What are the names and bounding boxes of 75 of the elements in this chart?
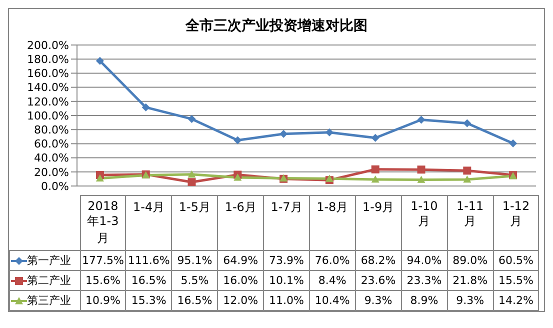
point bbox=[417, 166, 426, 174]
data-label: 73.9% bbox=[264, 250, 310, 270]
point bbox=[371, 165, 380, 174]
point bbox=[188, 170, 196, 178]
data-label: 16.0% bbox=[218, 270, 264, 290]
point bbox=[234, 136, 242, 144]
data-label: 64.9% bbox=[218, 250, 264, 270]
data-label: 8.4% bbox=[309, 270, 356, 290]
point bbox=[463, 166, 472, 175]
point bbox=[188, 178, 196, 186]
data-label: 14.2% bbox=[493, 290, 539, 310]
y-tick-label: 180.0% bbox=[27, 53, 69, 66]
x-tick-label: 2018年1-3月 bbox=[80, 196, 126, 250]
data-label: 111.6% bbox=[126, 250, 172, 270]
x-tick-label: 1-6月 bbox=[218, 196, 264, 250]
data-label: 5.5% bbox=[172, 270, 218, 290]
data-label: 177.5% bbox=[80, 250, 126, 270]
point bbox=[325, 174, 334, 182]
legend-label: 第三产业 bbox=[10, 290, 80, 310]
data-label: 21.8% bbox=[447, 270, 494, 290]
data-label: 16.5% bbox=[172, 290, 218, 310]
y-tick-label: 140.0% bbox=[27, 81, 69, 94]
y-tick-label: 40.0% bbox=[34, 152, 69, 165]
data-label: 10.1% bbox=[264, 270, 310, 290]
y-tick-label: 160.0% bbox=[27, 67, 69, 80]
point bbox=[463, 175, 472, 183]
data-label: 12.0% bbox=[218, 290, 264, 310]
x-tick-label: 1-9月 bbox=[355, 196, 402, 250]
data-label: 68.2% bbox=[355, 250, 402, 270]
data-label: 8.9% bbox=[401, 290, 448, 310]
x-tick-label: 1-12月 bbox=[493, 196, 539, 250]
data-label: 89.0% bbox=[447, 250, 494, 270]
data-label: 9.3% bbox=[447, 290, 494, 310]
point bbox=[371, 134, 380, 142]
data-label: 76.0% bbox=[309, 250, 356, 270]
point bbox=[417, 116, 426, 124]
x-tick-label: 1-8月 bbox=[309, 196, 356, 250]
x-tick-label: 1-7月 bbox=[264, 196, 310, 250]
data-label: 23.3% bbox=[401, 270, 448, 290]
point bbox=[96, 174, 104, 182]
x-tick-label: 1-10月 bbox=[401, 196, 448, 250]
y-tick-label: 100.0% bbox=[27, 109, 69, 122]
x-tick-label: 1-4月 bbox=[126, 196, 172, 250]
y-tick-label: 20.0% bbox=[34, 166, 69, 179]
y-tick-label: 80.0% bbox=[34, 124, 69, 137]
data-label: 94.0% bbox=[401, 250, 448, 270]
data-label: 9.3% bbox=[355, 290, 402, 310]
data-label: 15.6% bbox=[80, 270, 126, 290]
chart-title: 全市三次产业投资增速对比图 bbox=[184, 16, 368, 36]
point bbox=[371, 175, 380, 183]
point bbox=[463, 119, 472, 128]
data-label: 23.6% bbox=[355, 270, 402, 290]
y-tick-label: 200.0% bbox=[27, 38, 69, 52]
point bbox=[188, 114, 196, 123]
y-tick-label: 120.0% bbox=[27, 95, 69, 108]
point bbox=[509, 139, 518, 148]
y-tick-label: 0.0% bbox=[41, 180, 69, 193]
data-label: 11.0% bbox=[264, 290, 310, 310]
point bbox=[417, 176, 426, 183]
data-label: 60.5% bbox=[493, 250, 539, 270]
x-tick-label: 1-5月 bbox=[172, 196, 218, 250]
point bbox=[234, 174, 242, 181]
data-label: 10.4% bbox=[309, 290, 356, 310]
legend-label: 第一产业 bbox=[10, 250, 80, 270]
legend-label: 第二产业 bbox=[10, 270, 80, 290]
point bbox=[142, 103, 150, 112]
data-label: 16.5% bbox=[126, 270, 172, 290]
data-label: 15.3% bbox=[126, 290, 172, 310]
point bbox=[325, 128, 334, 136]
data-label: 15.5% bbox=[493, 270, 539, 290]
point bbox=[96, 56, 104, 65]
data-label: 95.1% bbox=[172, 250, 218, 270]
y-tick-label: 60.0% bbox=[34, 138, 69, 151]
data-label: 10.9% bbox=[80, 290, 126, 310]
x-tick-label: 1-11月 bbox=[447, 196, 494, 250]
